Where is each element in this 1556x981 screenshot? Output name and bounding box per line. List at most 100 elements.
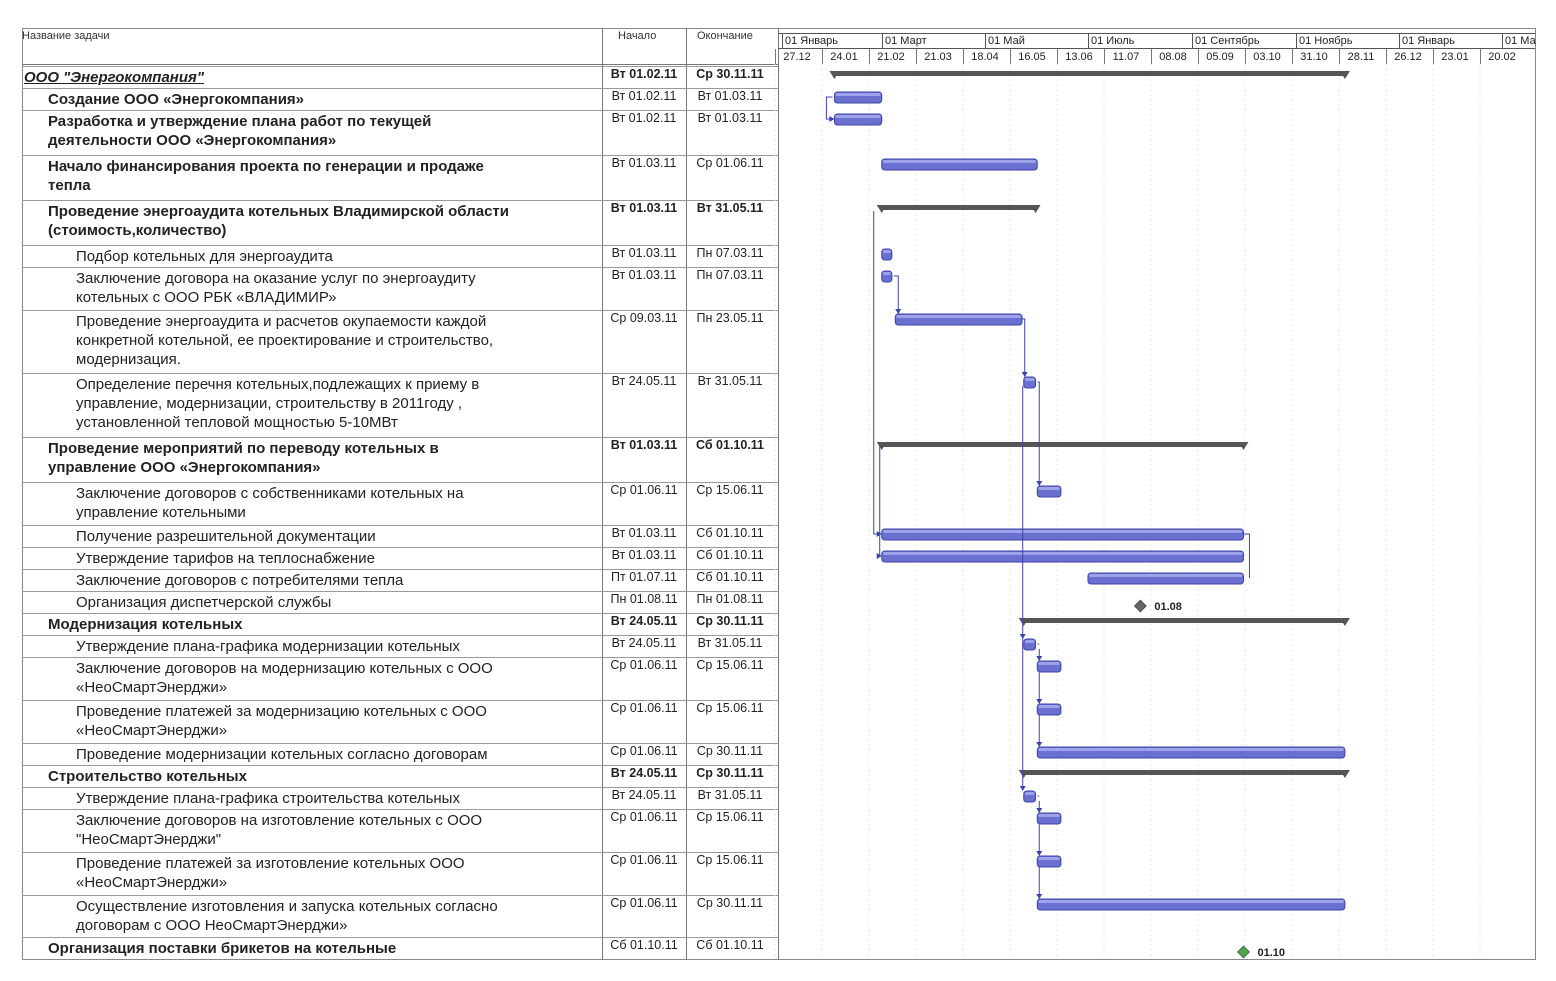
milestone-label: 01.10: [1257, 947, 1285, 959]
task-finish-date: Вт 31.05.11: [697, 374, 763, 388]
task-bar-highlight: [882, 530, 1243, 533]
row-divider: [22, 373, 778, 374]
row-divider: [22, 700, 778, 701]
row-divider: [22, 743, 778, 744]
row-divider: [22, 482, 778, 483]
timescale-week-label: 03.10: [1253, 51, 1281, 63]
dependency-arrow: [1021, 372, 1028, 377]
task-finish-date: Сб 01.10.11: [696, 526, 764, 540]
milestone-label: 01.08: [1154, 601, 1182, 613]
dependency-arrow: [876, 553, 882, 559]
timescale-month-label: 01 Январь: [1402, 35, 1455, 47]
dependency-arrow: [1036, 656, 1043, 661]
task-name: Проведение мероприятий по переводу котел…: [48, 440, 439, 476]
task-bar-highlight: [1038, 662, 1060, 665]
task-bar-highlight: [1088, 574, 1243, 577]
summary-start-cap: [876, 205, 887, 213]
timescale-tick: [1296, 34, 1297, 49]
column-header-start[interactable]: Начало: [618, 30, 657, 42]
task-name: Заключение договора на оказание услуг по…: [76, 270, 476, 306]
task-bar-highlight: [882, 160, 1037, 163]
timescale-tick: [1057, 49, 1058, 64]
column-header-finish[interactable]: Окончание: [697, 30, 753, 42]
task-start-date: Вт 01.03.11: [611, 268, 677, 282]
column-header-task-name[interactable]: Название задачи: [22, 30, 110, 42]
task-start-date: Вт 01.02.11: [611, 89, 677, 103]
timescale-tick: [1088, 34, 1089, 49]
task-name: ООО "Энергокомпания": [24, 69, 204, 86]
task-start-date: Вт 24.05.11: [610, 766, 678, 780]
header-divider: [22, 64, 778, 65]
timescale-week-label: 28.11: [1347, 51, 1375, 63]
task-finish-date: Сб 01.10.11: [696, 938, 764, 952]
task-start-date: Вт 01.02.11: [610, 67, 678, 81]
timescale-tick: [869, 49, 870, 64]
row-divider: [22, 635, 778, 636]
milestone-diamond: [1237, 945, 1250, 959]
timescale-week-label: 21.02: [877, 51, 905, 63]
timescale-tick: [1151, 49, 1152, 64]
task-bar-highlight: [1038, 900, 1344, 903]
timescale-week-label: 08.08: [1159, 51, 1187, 63]
task-finish-date: Ср 30.11.11: [696, 744, 764, 758]
task-name: Разработка и утверждение плана работ по …: [48, 113, 432, 149]
task-bar-highlight: [1038, 814, 1060, 817]
task-start-date: Вт 24.05.11: [610, 614, 678, 628]
row-divider: [22, 809, 778, 810]
task-start-date: Ср 01.06.11: [610, 810, 678, 824]
summary-start-cap: [1018, 618, 1029, 626]
task-start-date: Вт 24.05.11: [611, 788, 677, 802]
summary-end-cap: [1339, 71, 1350, 79]
summary-start-cap: [876, 442, 887, 450]
dependency-arrow: [1036, 699, 1043, 704]
task-name: Проведение платежей за изготовление коте…: [76, 855, 465, 891]
timescale-week-label: 20.02: [1488, 51, 1516, 63]
task-start-date: Вт 01.03.11: [611, 548, 677, 562]
task-bar-highlight: [882, 272, 891, 275]
row-divider: [22, 525, 778, 526]
timescale-divider: [778, 48, 1535, 49]
dependency-link: [1037, 381, 1040, 486]
task-finish-date: Сб 01.10.11: [696, 570, 764, 584]
timescale-week-label: 26.12: [1394, 51, 1422, 63]
timescale-tick: [1433, 49, 1434, 64]
task-finish-date: Ср 15.06.11: [696, 853, 764, 867]
task-finish-date: Пн 07.03.11: [696, 268, 764, 282]
timescale-tick: [775, 49, 776, 64]
task-name: Утверждение плана-графика строительства …: [76, 790, 460, 807]
timescale-week-label: 05.09: [1206, 51, 1234, 63]
task-start-date: Ср 01.06.11: [610, 701, 678, 715]
timescale-tick: [1480, 49, 1481, 64]
task-name: Получение разрешительной документации: [76, 528, 376, 545]
task-start-date: Вт 01.03.11: [611, 246, 677, 260]
task-finish-date: Ср 15.06.11: [696, 483, 764, 497]
summary-bar: [1023, 770, 1345, 775]
task-name: Создание ООО «Энергокомпания»: [48, 91, 305, 108]
task-bar-highlight: [882, 250, 891, 253]
timescale-month-label: 01 Ма: [1505, 35, 1536, 47]
task-name: Начало финансирования проекта по генерац…: [48, 158, 484, 194]
dependency-link: [879, 446, 881, 557]
task-start-date: Ср 09.03.11: [610, 311, 678, 325]
task-bar-highlight: [882, 552, 1243, 555]
dependency-link: [1022, 318, 1026, 377]
row-divider: [22, 267, 778, 268]
timescale-week-label: 23.01: [1441, 51, 1469, 63]
task-finish-date: Вт 01.03.11: [697, 89, 763, 103]
task-bar-highlight: [835, 115, 881, 118]
row-divider: [22, 937, 778, 938]
task-name: Заключение договоров с потребителями теп…: [76, 572, 404, 589]
task-start-date: Ср 01.06.11: [610, 483, 678, 497]
task-finish-date: Пн 07.03.11: [696, 246, 764, 260]
dependency-arrow: [1036, 808, 1043, 813]
timescale-week-label: 16.05: [1018, 51, 1046, 63]
dependency-arrow: [1019, 634, 1026, 639]
task-name: Проведение модернизации котельных соглас…: [76, 746, 488, 763]
row-divider: [22, 310, 778, 311]
timescale-month-label: 01 Январь: [785, 35, 838, 47]
task-finish-date: Ср 30.11.11: [696, 766, 764, 780]
task-finish-date: Ср 30.11.11: [696, 614, 764, 628]
task-start-date: Пн 01.08.11: [610, 592, 678, 606]
task-name: Утверждение тарифов на теплоснабжение: [76, 550, 375, 567]
task-name: Заключение договоров на изготовление кот…: [76, 812, 483, 848]
